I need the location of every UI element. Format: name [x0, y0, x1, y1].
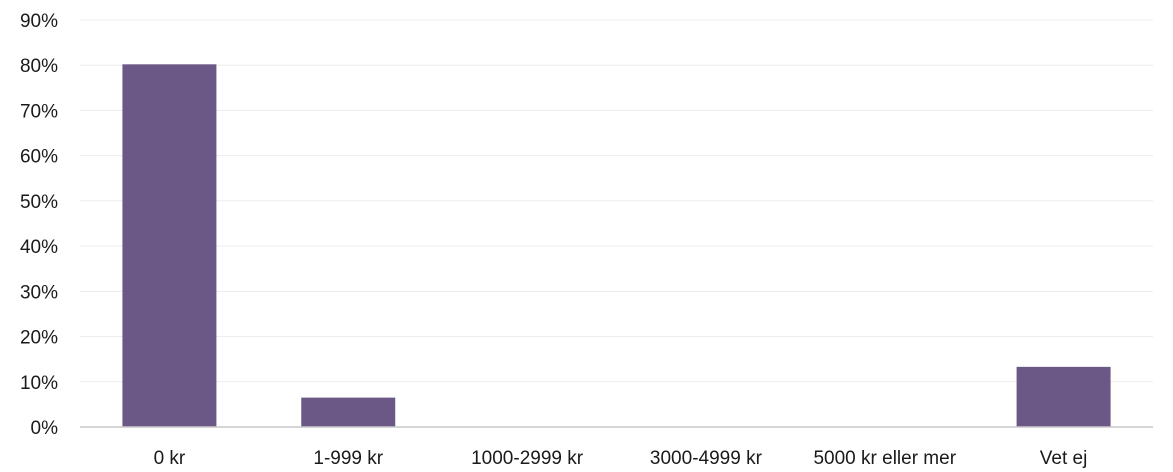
y-tick-label: 80% — [20, 56, 58, 77]
y-tick-label: 10% — [20, 373, 58, 394]
y-tick-label: 70% — [20, 101, 58, 122]
y-tick-label: 50% — [20, 192, 58, 213]
x-category-label: Vet ej — [1040, 448, 1088, 469]
bars — [122, 64, 1111, 427]
x-category-label: 3000-4999 kr — [650, 448, 763, 469]
bar — [301, 397, 396, 427]
x-category-label: 0 kr — [154, 448, 186, 469]
y-tick-label: 60% — [20, 147, 58, 168]
x-category-label: 1000-2999 kr — [471, 448, 584, 469]
y-tick-label: 0% — [31, 418, 59, 439]
y-tick-label: 40% — [20, 237, 58, 258]
gridlines — [80, 19, 1153, 383]
bar — [1016, 366, 1111, 427]
y-tick-label: 90% — [20, 11, 58, 32]
y-tick-label: 20% — [20, 328, 58, 349]
y-axis-tick-labels: 0% 10% 20% 30% 40% 50% 60% 70% 80% 90% — [20, 11, 58, 439]
x-axis-category-labels: 0 kr 1-999 kr 1000-2999 kr 3000-4999 kr 5000… — [154, 448, 1088, 469]
bar — [122, 64, 217, 427]
x-category-label: 1-999 kr — [313, 448, 383, 469]
y-tick-label: 30% — [20, 282, 58, 303]
x-category-label: 5000 kr eller mer — [813, 448, 956, 469]
